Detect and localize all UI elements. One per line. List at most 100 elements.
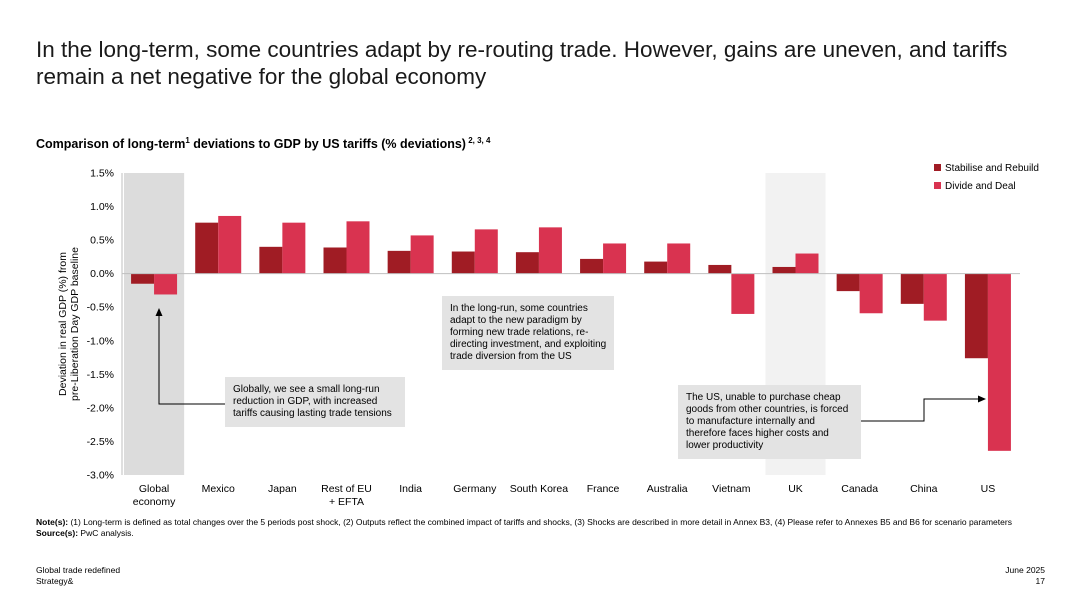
notes-text: (1) Long-term is defined as total change… [68, 517, 1012, 527]
notes-line: Note(s): (1) Long-term is defined as tot… [36, 517, 1046, 528]
footer-date: June 2025 [1005, 565, 1045, 575]
y-tick-label: -3.0% [87, 470, 114, 482]
page-headline: In the long-term, some countries adapt b… [36, 37, 1008, 89]
annotation-box [678, 385, 861, 459]
legend-label: Divide and Deal [945, 181, 1016, 192]
x-category-label: economy [133, 496, 176, 508]
y-tick-label: -2.0% [87, 402, 114, 414]
bar [836, 273, 860, 292]
chart-title-main: Comparison of long-term [36, 137, 186, 152]
bar [515, 252, 539, 274]
footer-report-title: Global trade redefined [36, 565, 121, 575]
x-category-label: Japan [268, 483, 297, 495]
x-category-label: France [587, 483, 620, 495]
x-category-label: US [981, 483, 996, 495]
x-category-label: Vietnam [712, 483, 751, 495]
y-tick-label: 0.5% [90, 235, 114, 247]
bar [708, 264, 732, 274]
notes-block: Note(s): (1) Long-term is defined as tot… [36, 517, 1046, 538]
legend-swatch [934, 164, 941, 171]
y-tick-label: -1.0% [87, 335, 114, 347]
footer-left: Global trade redefined Strategy& [36, 565, 120, 587]
chart-title-rest: deviations to GDP by US tariffs (% devia… [189, 137, 466, 152]
annotation-text: goods from other countries, is forced [686, 404, 848, 415]
source-line: Source(s): PwC analysis. [36, 528, 1046, 539]
footer-brand: Strategy& [36, 576, 74, 586]
annotation-box [442, 296, 614, 370]
bar [580, 258, 604, 274]
annotation-text: reduction in GDP, with increased [233, 396, 377, 407]
y-tick-label: -2.5% [87, 436, 114, 448]
bar [346, 221, 370, 274]
notes-label: Note(s): [36, 517, 69, 527]
annotation-arrowhead [155, 308, 163, 316]
source-label: Source(s): [36, 527, 79, 538]
legend-label: Stabilise and Rebuild [945, 163, 1039, 174]
x-category-label: UK [788, 483, 803, 495]
x-category-label: + EFTA [329, 496, 364, 508]
chart-title-sup-2: 2, 3, 4 [465, 136, 491, 145]
bar [987, 273, 1011, 451]
bar [731, 273, 755, 314]
annotation-text: tariffs causing lasting trade tensions [233, 408, 392, 419]
x-category-label: Germany [453, 483, 497, 495]
bar [667, 243, 691, 274]
bar [923, 273, 947, 321]
highlight-band [124, 173, 185, 475]
bar [772, 266, 796, 274]
x-category-label: Australia [647, 483, 688, 495]
bar [323, 247, 347, 274]
y-tick-label: 1.0% [90, 201, 114, 213]
x-category-label: India [399, 483, 422, 495]
y-tick-label: -1.5% [87, 369, 114, 381]
bar [410, 235, 434, 274]
annotation-text: adapt to the new paradigm by [450, 315, 582, 326]
annotation-arrowhead [978, 395, 986, 403]
annotation-text: trade diversion from the US [450, 351, 572, 362]
bar [795, 253, 819, 274]
x-category-label: China [910, 483, 938, 495]
x-category-label: Rest of EU [321, 483, 372, 495]
source-text: PwC analysis. [78, 527, 134, 538]
annotation-text: Globally, we see a small long-run [233, 384, 380, 395]
y-axis-title: Deviation in real GDP (%) frompre-Libera… [57, 247, 81, 401]
x-category-label: Mexico [202, 483, 235, 495]
bar [900, 273, 924, 304]
annotation-arrow-line [861, 398, 978, 422]
footer-right: June 2025 17 [1005, 565, 1045, 587]
bar [387, 250, 411, 274]
annotation-arrow-line [158, 316, 225, 405]
bar [859, 273, 883, 314]
annotation-text: directing investment, and exploiting [450, 339, 606, 350]
bar [451, 251, 475, 274]
chart-title: Comparison of long-term1 deviations to G… [36, 136, 490, 151]
annotation-box [225, 377, 405, 427]
y-tick-label: -0.5% [87, 302, 114, 314]
bar [644, 261, 668, 274]
x-category-label: South Korea [510, 483, 569, 495]
bar [259, 246, 283, 274]
x-category-label: Canada [841, 483, 878, 495]
annotation-text: In the long-run, some countries [450, 303, 588, 314]
bar [964, 273, 988, 359]
annotation-text: The US, unable to purchase cheap [686, 392, 841, 403]
y-axis-title-line-1: Deviation in real GDP (%) from [57, 252, 69, 396]
y-axis-title-line-2: pre-Liberation Day GDP baseline [69, 247, 81, 401]
annotation-text: forming new trade relations, re- [450, 327, 588, 338]
y-tick-label: 0.0% [90, 268, 114, 280]
bar [154, 273, 178, 295]
bar [218, 215, 242, 274]
legend-swatch [934, 182, 941, 189]
annotation-text: to manufacture internally and [686, 416, 815, 427]
footer-page-number: 17 [1035, 576, 1045, 586]
annotation-text: lower productivity [686, 440, 763, 451]
bar [195, 222, 219, 274]
x-category-label: Global [139, 483, 169, 495]
bar [131, 273, 155, 284]
bar [538, 227, 562, 274]
y-tick-label: 1.5% [90, 168, 114, 180]
bar [474, 229, 498, 274]
annotation-text: therefore faces higher costs and [686, 428, 829, 439]
chart-title-sup-1: 1 [185, 136, 190, 145]
bar [282, 222, 306, 274]
